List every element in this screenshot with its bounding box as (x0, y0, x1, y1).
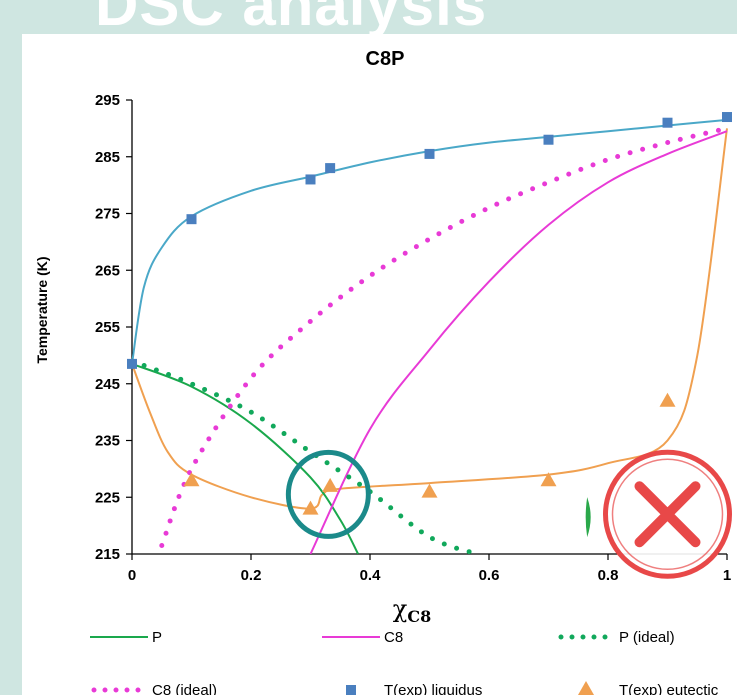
series-line (309, 130, 728, 554)
data-point-square (186, 214, 197, 225)
data-point-square (662, 117, 673, 128)
leaf-icon (585, 497, 591, 538)
y-tick-label: 215 (95, 546, 120, 563)
data-point-square (325, 163, 336, 174)
data-point-triangle (540, 472, 557, 487)
fit-curve-line (131, 118, 728, 365)
series-line (132, 362, 359, 554)
x-tick-label: 0 (128, 567, 136, 584)
series-dotted-line (132, 358, 480, 554)
y-tick-label: 275 (95, 206, 120, 223)
x-axis-label-subscript: C8 (407, 607, 431, 626)
legend-item: T(exp) liquidus (346, 682, 482, 695)
legend-label: T(exp) eutectic (619, 682, 719, 695)
legend-item: P (ideal) (558, 629, 675, 646)
y-tick-label: 285 (95, 149, 120, 166)
x-tick-label: 1 (723, 567, 731, 584)
cross-stamp-stroke (634, 481, 701, 548)
highlight-circle (285, 449, 371, 539)
legend-item: T(exp) eutectic (578, 681, 719, 695)
axes: 215 225 235 245 255 265 275 285 295 0 0.2 0.4 0.6 0.8… (95, 92, 731, 584)
data-point-square (305, 174, 316, 185)
data-point-triangle (421, 483, 438, 498)
x-tick-label: 0.2 (241, 567, 262, 584)
y-tick-label: 225 (95, 489, 120, 506)
y-tick-label: 295 (95, 92, 120, 109)
cross-stamp (603, 449, 732, 579)
data-point-square (543, 134, 554, 145)
legend-item: C8 (ideal) (91, 682, 217, 695)
legend-label: C8 (384, 629, 403, 646)
x-axis-label-symbol: χ (393, 595, 408, 623)
y-tick-label: 265 (95, 262, 120, 279)
x-tick-label: 0.4 (360, 567, 382, 584)
data-point-triangle (659, 392, 676, 407)
legend-item: P (90, 629, 162, 646)
legend-label: C8 (ideal) (152, 682, 217, 695)
legend-label: P (ideal) (619, 629, 675, 646)
data-point-square (424, 148, 435, 159)
legend-swatch-square (346, 685, 356, 695)
legend-swatch-triangle (578, 681, 594, 695)
series-layer (127, 112, 732, 554)
legend-item: C8 (322, 629, 403, 646)
y-tick-label: 245 (95, 376, 120, 393)
y-tick-label: 235 (95, 433, 120, 450)
legend-label: T(exp) liquidus (384, 682, 482, 695)
data-point-triangle (322, 477, 339, 492)
fit-curve-line (131, 128, 728, 510)
cross-stamp-inner-ring (611, 458, 724, 571)
data-point-square (722, 112, 732, 123)
y-axis-label: Temperature (K) (34, 256, 50, 363)
x-tick-label: 0.8 (598, 567, 619, 584)
legend: P C8 P (ideal) C8 (ideal) T(exp) liquidus T(e… (90, 629, 719, 695)
legend-label: P (152, 629, 162, 646)
chart-panel: C8P Temperature (K) 215 225 235 245 255 265 27… (22, 34, 737, 695)
y-tick-label: 255 (95, 319, 120, 336)
data-point-triangle (302, 500, 319, 515)
x-tick-label: 0.6 (479, 567, 500, 584)
x-axis-label: χC8 (393, 595, 431, 626)
annotation-layer (285, 449, 732, 579)
chart-title: C8P (366, 48, 405, 70)
chart: C8P Temperature (K) 21522523524525526527… (34, 48, 732, 695)
data-point-square (127, 358, 137, 369)
data-point-triangle (183, 472, 200, 487)
slide-title: DSC analysis (95, 0, 488, 38)
